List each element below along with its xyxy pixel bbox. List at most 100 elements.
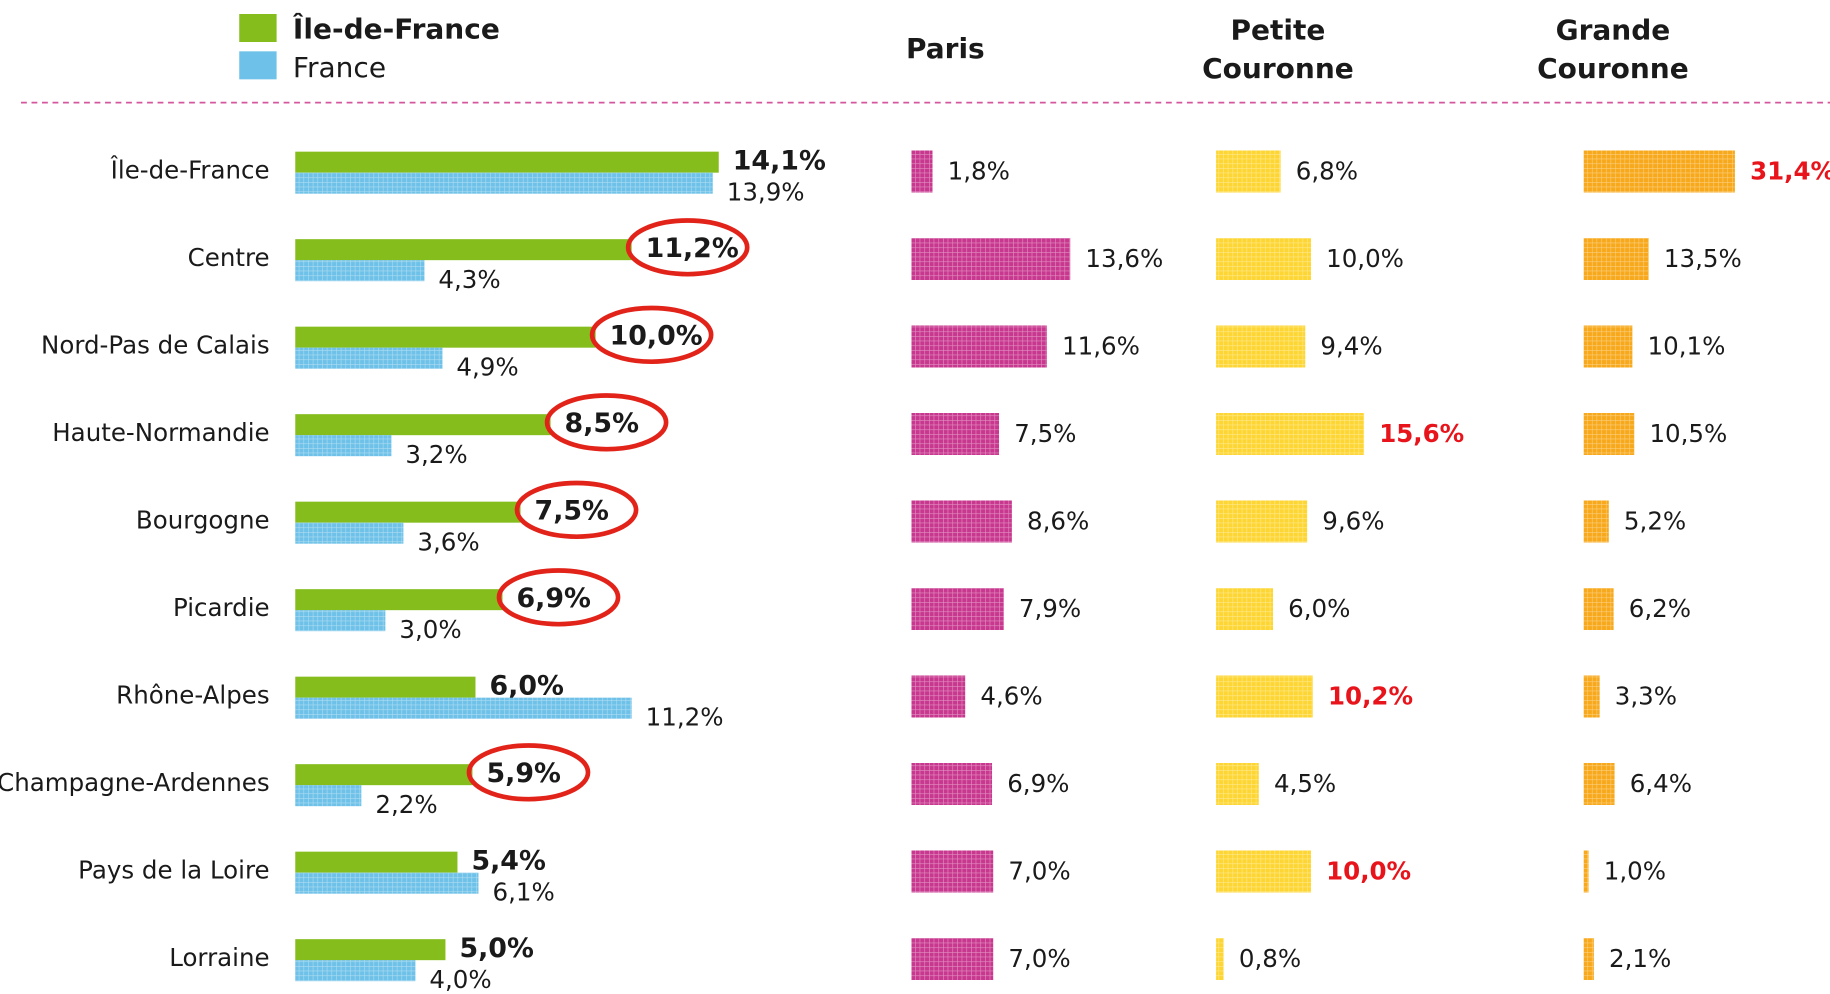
value-label: 13,9% [727, 178, 805, 207]
bar-hatch [911, 413, 1000, 455]
legend-swatch [239, 51, 277, 80]
value-label: 7,0% [1008, 857, 1070, 886]
category-label: Champagne-Ardennes [0, 768, 270, 797]
value-label: 11,2% [646, 703, 724, 732]
bar-hatch [295, 435, 392, 457]
bar-hatch [911, 325, 1047, 368]
category-label: Rhône-Alpes [116, 681, 269, 710]
value-label: 0,8% [1239, 944, 1301, 973]
bar [295, 764, 473, 786]
bar-hatch [295, 260, 425, 282]
category-label: Centre [188, 243, 270, 272]
bar-hatch [1583, 500, 1609, 543]
value-label: 4,0% [429, 965, 491, 994]
value-label: 6,2% [1629, 594, 1691, 623]
value-label: 5,9% [486, 758, 561, 789]
bar-hatch [1583, 238, 1649, 280]
value-label: 5,2% [1624, 507, 1686, 536]
value-label: 10,0% [610, 321, 703, 352]
value-label: 4,3% [438, 265, 500, 294]
bar-hatch [911, 850, 994, 893]
highlight-circle [514, 480, 639, 539]
bar-hatch [295, 785, 362, 807]
value-label: 7,5% [1014, 419, 1076, 448]
bar-hatch [1216, 150, 1281, 193]
category-label: Haute-Normandie [52, 418, 269, 447]
value-label: 2,2% [375, 790, 437, 819]
category-label: Pays de la Loire [78, 856, 269, 885]
bar [295, 589, 503, 611]
bar-hatch [295, 347, 443, 369]
value-label: 3,0% [399, 615, 461, 644]
value-label: 3,2% [405, 440, 467, 469]
column-title: Petite [1231, 14, 1326, 47]
bar-hatch [1583, 325, 1633, 368]
value-label: 10,5% [1649, 419, 1727, 448]
legend-label: France [293, 51, 386, 84]
bar-hatch [911, 675, 966, 718]
highlight-circle [496, 568, 621, 627]
bar-hatch [1583, 938, 1594, 980]
bar-hatch [1583, 850, 1589, 893]
value-label: 5,4% [471, 846, 546, 877]
bar-hatch [1583, 588, 1614, 630]
bar-hatch [1216, 763, 1259, 805]
value-label: 4,9% [456, 353, 518, 382]
value-label: 11,6% [1062, 332, 1140, 361]
value-label: 1,0% [1604, 857, 1666, 886]
bar-hatch [295, 522, 404, 544]
bar-hatch [1216, 413, 1365, 455]
column-title: Paris [906, 32, 985, 65]
bar-hatch [1216, 325, 1306, 368]
bar [295, 939, 446, 961]
bar-hatch [1216, 588, 1274, 630]
bar-hatch [911, 238, 1071, 280]
bar [295, 501, 521, 523]
highlight-circle [625, 218, 750, 277]
bar [295, 326, 596, 348]
bar-hatch [911, 763, 993, 805]
legend-swatch [239, 14, 277, 42]
value-label: 31,4% [1750, 157, 1830, 186]
value-label: 4,6% [980, 682, 1042, 711]
column-title: Couronne [1537, 52, 1689, 85]
column-title: Couronne [1202, 52, 1354, 85]
column-title: Grande [1556, 14, 1671, 47]
value-label: 10,0% [1326, 244, 1404, 273]
bar-hatch [911, 938, 994, 980]
value-label: 9,6% [1322, 507, 1384, 536]
value-label: 5,0% [459, 933, 534, 964]
bar-hatch [295, 610, 386, 632]
value-label: 11,2% [646, 233, 739, 264]
bar-hatch [1216, 938, 1224, 980]
value-label: 13,5% [1664, 244, 1742, 273]
value-label: 8,5% [565, 408, 640, 439]
value-label: 7,9% [1019, 594, 1081, 623]
highlight-circle [544, 393, 669, 452]
bar [295, 414, 551, 436]
value-label: 10,2% [1328, 682, 1413, 711]
value-label: 14,1% [733, 146, 826, 177]
bar-hatch [1583, 413, 1635, 455]
bar [295, 676, 476, 698]
bar-hatch [1583, 675, 1600, 718]
bar-hatch [1216, 500, 1308, 543]
bar-hatch [1216, 675, 1313, 718]
bar [295, 851, 458, 873]
value-label: 6,4% [1630, 769, 1692, 798]
highlight-circle [589, 305, 714, 365]
value-label: 6,1% [492, 878, 554, 907]
legend-label: Île-de-France [293, 11, 500, 45]
value-label: 8,6% [1027, 507, 1089, 536]
value-label: 3,3% [1615, 682, 1677, 711]
value-label: 1,8% [948, 157, 1010, 186]
bar-hatch [911, 500, 1012, 543]
value-label: 6,9% [517, 583, 592, 614]
bar-hatch [1216, 850, 1311, 893]
value-label: 2,1% [1609, 944, 1671, 973]
bar-hatch [295, 872, 479, 894]
bar-hatch [1583, 150, 1735, 193]
category-label: Bourgogne [136, 506, 270, 535]
value-label: 6,0% [1288, 594, 1350, 623]
